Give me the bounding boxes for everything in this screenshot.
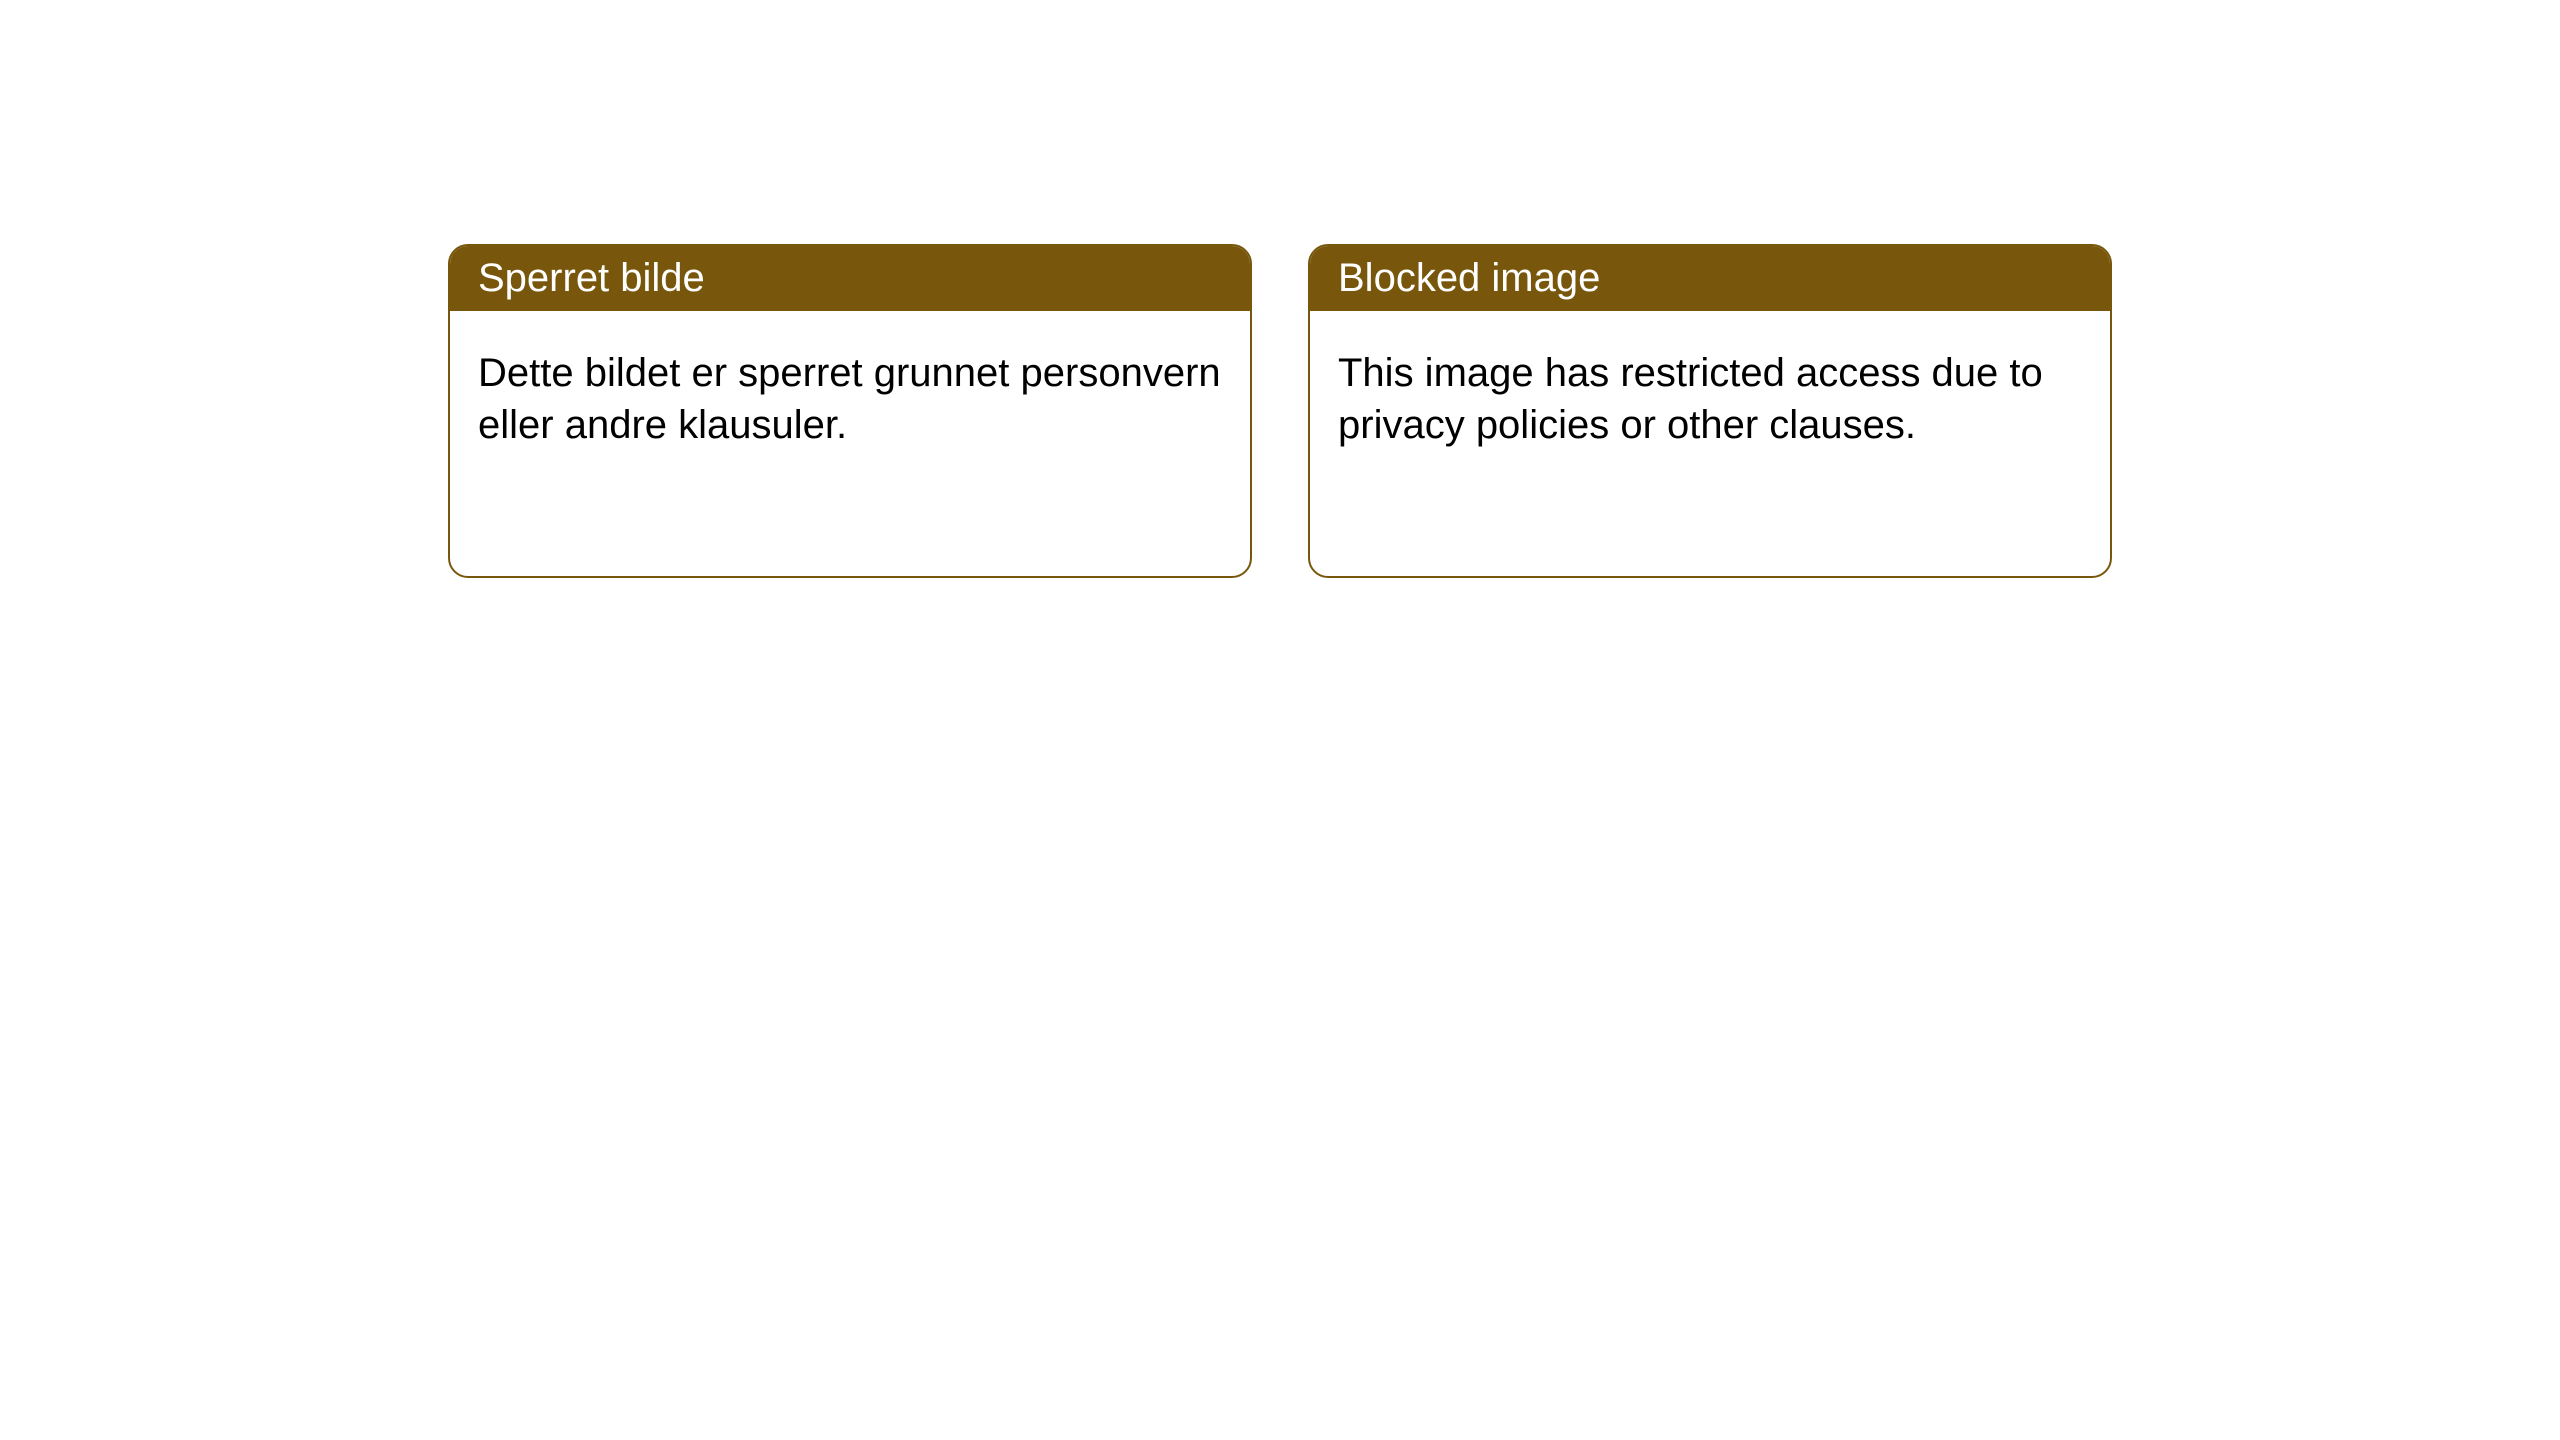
- notice-container: Sperret bilde Dette bildet er sperret gr…: [0, 0, 2560, 578]
- card-body-text: This image has restricted access due to …: [1338, 351, 2043, 447]
- card-body-text: Dette bildet er sperret grunnet personve…: [478, 351, 1221, 447]
- card-body: This image has restricted access due to …: [1310, 311, 2110, 487]
- card-body: Dette bildet er sperret grunnet personve…: [450, 311, 1250, 487]
- blocked-image-card-english: Blocked image This image has restricted …: [1308, 244, 2112, 578]
- card-header: Blocked image: [1310, 246, 2110, 311]
- blocked-image-card-norwegian: Sperret bilde Dette bildet er sperret gr…: [448, 244, 1252, 578]
- card-header: Sperret bilde: [450, 246, 1250, 311]
- card-title: Sperret bilde: [478, 256, 705, 300]
- card-title: Blocked image: [1338, 256, 1600, 300]
